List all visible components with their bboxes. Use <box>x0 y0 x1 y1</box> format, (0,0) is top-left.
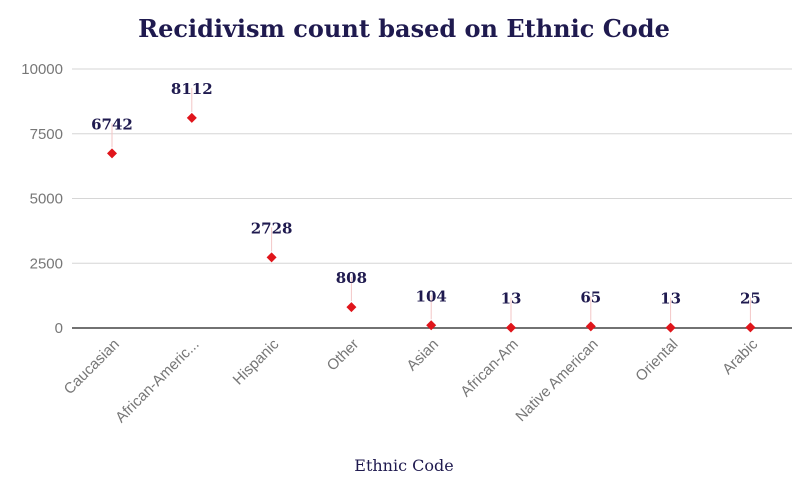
data-point <box>186 112 197 123</box>
data-point <box>745 322 756 333</box>
x-tick-label: African-Am <box>457 336 521 400</box>
data-label: 104 <box>416 287 447 305</box>
y-tick-label: 7500 <box>30 126 63 143</box>
data-label: 808 <box>336 269 367 287</box>
x-tick-label: Other <box>324 336 363 375</box>
y-tick-labels: 0 2500 5000 7500 10000 <box>21 61 63 337</box>
data-point <box>426 320 437 331</box>
data-points <box>107 87 756 333</box>
data-label: 13 <box>660 290 681 308</box>
x-tick-label: African-Americ... <box>112 336 202 426</box>
data-point <box>585 321 596 332</box>
x-axis-label: Ethnic Code <box>354 456 454 475</box>
data-label: 65 <box>580 288 601 306</box>
data-label: 6742 <box>91 115 133 133</box>
x-tick-label: Hispanic <box>230 335 283 388</box>
data-labels: 6742 8112 2728 808 104 13 65 13 25 <box>91 80 761 308</box>
x-tick-label: Arabic <box>719 335 761 377</box>
y-tick-label: 10000 <box>21 61 63 78</box>
data-point <box>107 148 117 159</box>
y-tick-label: 0 <box>55 320 63 337</box>
data-label: 25 <box>740 289 761 307</box>
data-label: 2728 <box>251 219 293 237</box>
data-point <box>665 322 676 333</box>
x-tick-label: Native American <box>512 336 601 425</box>
data-point <box>266 252 277 263</box>
y-tick-label: 2500 <box>30 255 63 272</box>
data-label: 8112 <box>171 80 213 98</box>
x-tick-label: Caucasian <box>61 336 123 398</box>
x-tick-label: Oriental <box>632 336 681 385</box>
data-label: 13 <box>501 290 522 308</box>
chart-title: Recidivism count based on Ethnic Code <box>138 14 670 43</box>
y-tick-label: 5000 <box>30 191 63 208</box>
x-tick-label: Asian <box>403 336 442 375</box>
data-point <box>346 302 357 313</box>
data-point <box>506 322 516 333</box>
